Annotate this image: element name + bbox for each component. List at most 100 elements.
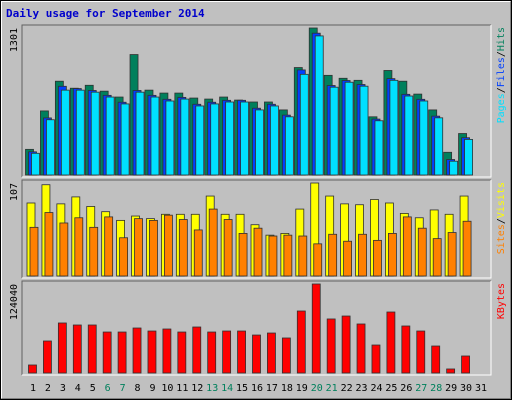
bar <box>299 73 309 176</box>
bar <box>149 219 158 277</box>
bar <box>240 101 249 176</box>
x-tick-label: 12 <box>191 383 203 394</box>
bar <box>270 105 279 176</box>
bar <box>222 330 232 374</box>
bar <box>120 103 130 176</box>
x-tick-label: 9 <box>149 383 155 394</box>
bar <box>57 322 67 374</box>
x-tick-label: 22 <box>341 383 353 394</box>
bar <box>255 109 264 176</box>
bar <box>134 218 143 277</box>
bar <box>238 233 248 277</box>
bar <box>431 345 441 374</box>
bar <box>165 100 175 176</box>
bar <box>28 364 37 374</box>
bar <box>132 327 142 374</box>
bar <box>284 116 294 176</box>
y-tick-label: 107 <box>9 183 20 201</box>
legend: KBytes <box>496 283 507 319</box>
x-tick-label: 19 <box>296 383 308 394</box>
bar <box>358 233 367 277</box>
bar <box>341 315 351 374</box>
bar <box>119 237 128 277</box>
x-tick-label: 18 <box>281 383 293 394</box>
x-tick-label: 6 <box>105 383 111 394</box>
panel-bevel-light <box>22 25 492 178</box>
bar <box>281 337 291 374</box>
x-tick-label: 11 <box>176 383 188 394</box>
x-tick-label: 10 <box>161 383 173 394</box>
bar <box>237 330 246 374</box>
bar <box>329 86 339 176</box>
bar <box>223 219 233 277</box>
bar <box>150 96 160 176</box>
bar <box>402 216 412 277</box>
legend-entry: KBytes <box>496 283 507 319</box>
x-tick-label: 14 <box>221 383 233 394</box>
bar <box>343 240 353 277</box>
bar <box>386 311 396 374</box>
bar <box>432 238 442 277</box>
bar <box>404 95 414 176</box>
legend-entry: Pages <box>496 93 507 123</box>
x-tick-label: 29 <box>445 383 457 394</box>
bar <box>210 103 220 176</box>
x-tick-label: 4 <box>75 383 81 394</box>
legend-entry: Files <box>496 57 507 87</box>
bar <box>60 89 70 176</box>
bar <box>389 79 399 176</box>
legend-separator: / <box>496 87 507 93</box>
bar <box>387 233 397 277</box>
panel-bevel-light <box>22 180 492 279</box>
bar <box>59 222 69 277</box>
bar <box>43 340 52 374</box>
bar <box>419 100 429 176</box>
bar <box>416 330 426 374</box>
bar <box>117 331 127 374</box>
bar <box>178 219 188 277</box>
bar <box>180 98 190 176</box>
legend-entry: Visits <box>496 182 507 218</box>
x-tick-label: 1 <box>30 383 36 394</box>
bar <box>90 91 100 176</box>
bar <box>313 243 323 277</box>
bar <box>75 89 85 176</box>
legend-entry: Hits <box>496 27 507 51</box>
bar <box>296 310 306 374</box>
bar <box>44 212 54 277</box>
bar <box>177 331 187 374</box>
bar <box>267 332 276 374</box>
bar <box>401 325 411 374</box>
x-tick-label: 20 <box>311 383 323 394</box>
bar <box>314 35 324 176</box>
bar <box>31 152 40 176</box>
bar <box>359 85 369 176</box>
x-tick-label: 2 <box>45 383 51 394</box>
x-tick-label: 7 <box>120 383 126 394</box>
bar <box>225 101 235 176</box>
bar <box>163 214 173 277</box>
bar <box>344 81 354 176</box>
bar <box>417 227 427 277</box>
bar <box>449 160 459 176</box>
y-tick-label: 1301 <box>9 28 20 52</box>
bar <box>371 344 381 374</box>
x-tick-label: 15 <box>236 383 248 394</box>
x-tick-label: 16 <box>251 383 263 394</box>
panel-bevel-dark <box>21 280 491 375</box>
bar <box>446 368 456 374</box>
legend: Sites/Visits <box>496 182 507 254</box>
chart-title: Daily usage for September 2014 <box>6 7 205 20</box>
bar <box>298 235 308 277</box>
bar <box>162 328 172 374</box>
x-tick-label: 25 <box>385 383 397 394</box>
bar <box>46 119 55 176</box>
bar <box>72 324 82 374</box>
x-tick-label: 24 <box>370 383 382 394</box>
bar <box>29 226 39 277</box>
bar <box>147 330 157 374</box>
bar <box>461 355 470 374</box>
x-tick-label: 21 <box>326 383 338 394</box>
